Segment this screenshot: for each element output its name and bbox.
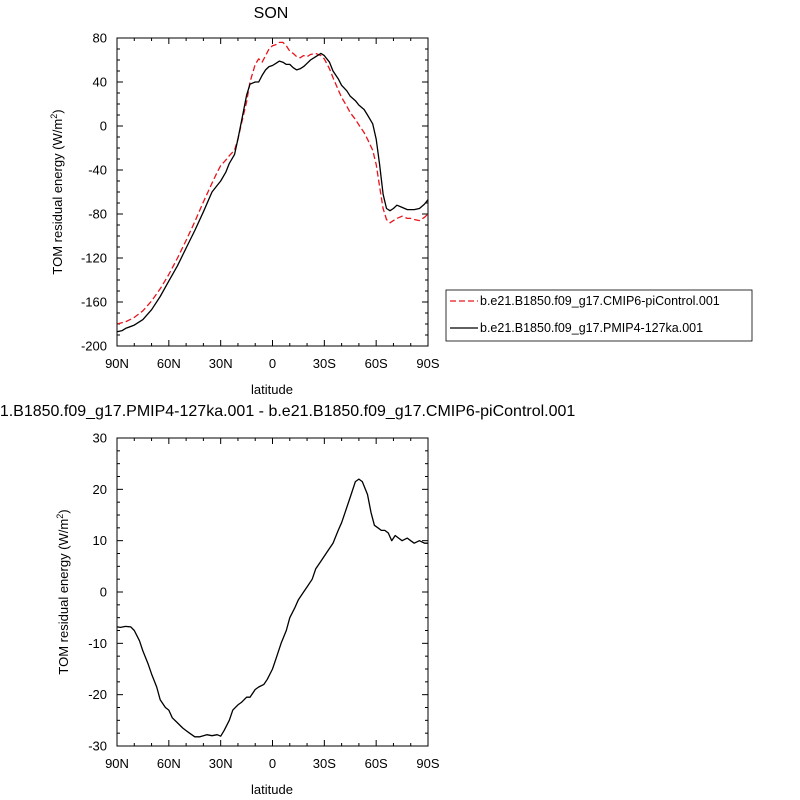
bottom-y-tick-label: 20 [93,482,107,497]
bottom-x-tick-label: 30S [313,756,336,771]
top-y-tick-label: -120 [81,251,107,266]
top-y-tick-label: -200 [81,339,107,354]
top-plot-frame [116,37,429,347]
top-panel: SON 90N 60N 30N 0 30S 60S 90S 80 40 0 -40 -80 -120 -1… [49,5,753,397]
top-x-axis-label: latitude [251,382,293,397]
bottom-plot-tick-labels: 90N 60N 30N 0 30S 60S 90S 30 20 10 0 -10 -20 -30 [88,431,440,772]
bottom-x-tick-label: 30N [209,756,233,771]
bottom-y-tick-label: 0 [100,585,107,600]
legend-entry-picontrol: b.e21.B1850.f09_g17.CMIP6-piControl.001 [480,294,720,308]
bottom-x-tick-label: 60S [365,756,388,771]
bottom-y-tick-label: -30 [88,739,107,754]
bottom-series-line-0 [116,478,428,738]
bottom-chart-title: b.e21.B1850.f09_g17.PMIP4-127ka.001 - b.… [0,403,575,420]
legend-box [445,289,753,342]
bottom-y-axis-label: TOM residual energy (W/m2) [55,509,71,674]
bottom-panel: b.e21.B1850.f09_g17.PMIP4-127ka.001 - b.… [0,403,575,797]
bottom-x-tick-label: 0 [269,756,276,771]
top-series-line-0 [116,41,429,325]
top-chart-title: SON [254,5,289,22]
bottom-y-tick-label: -10 [88,636,107,651]
bottom-plot-series [116,478,428,738]
bottom-x-tick-label: 90S [416,756,439,771]
top-y-tick-label: 0 [100,119,107,134]
top-y-tick-label: -80 [88,207,107,222]
top-plot-tick-labels: 90N 60N 30N 0 30S 60S 90S 80 40 0 -40 -80 -120 -160 -2… [81,31,440,372]
bottom-plot-frame [116,437,429,747]
bottom-x-tick-label: 60N [157,756,181,771]
top-x-tick-label: 60S [365,356,388,371]
top-x-tick-label: 90S [416,356,439,371]
top-y-tick-label: -40 [88,163,107,178]
top-y-tick-label: 80 [93,31,107,46]
top-x-tick-label: 60N [157,356,181,371]
bottom-y-tick-label: 10 [93,533,107,548]
legend-entry-127ka: b.e21.B1850.f09_g17.PMIP4-127ka.001 [480,321,703,335]
legend: b.e21.B1850.f09_g17.CMIP6-piControl.001 … [445,289,753,342]
top-plot-series [116,41,429,333]
bottom-y-tick-label: -20 [88,687,107,702]
top-x-tick-label: 30S [313,356,336,371]
bottom-x-axis-label: latitude [251,782,293,797]
top-series-line-1 [116,52,429,333]
top-x-tick-label: 0 [269,356,276,371]
top-y-tick-label: -160 [81,295,107,310]
top-plot-ticks [116,37,429,347]
top-y-tick-label: 40 [93,75,107,90]
top-x-tick-label: 30N [209,356,233,371]
bottom-x-tick-label: 90N [105,756,129,771]
top-x-tick-label: 90N [105,356,129,371]
bottom-plot-ticks [116,437,429,747]
bottom-y-tick-label: 30 [93,431,107,446]
top-y-axis-label: TOM residual energy (W/m2) [49,109,65,274]
